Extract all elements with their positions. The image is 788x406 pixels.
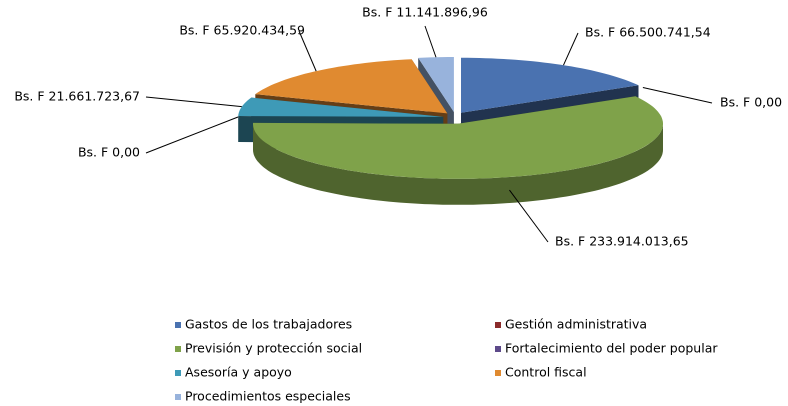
data-label: Bs. F 66.500.741,54 xyxy=(585,25,711,40)
slice xyxy=(461,57,639,113)
leader-line xyxy=(642,86,713,104)
legend-swatch xyxy=(495,346,501,352)
legend-swatch xyxy=(175,394,181,400)
data-label: Bs. F 0,00 xyxy=(720,95,782,110)
data-label: Bs. F 233.914.013,65 xyxy=(555,234,689,249)
legend-label: Fortalecimiento del poder popular xyxy=(505,341,718,356)
slice-wall xyxy=(253,123,663,205)
leader-line xyxy=(145,116,239,154)
data-label: Bs. F 21.661.723,67 xyxy=(14,89,140,104)
data-label: Bs. F 11.141.896,96 xyxy=(362,5,488,20)
slice xyxy=(255,59,448,114)
legend-swatch xyxy=(495,370,501,376)
data-label: Bs. F 65.920.434,59 xyxy=(179,23,305,38)
legend-label: Procedimientos especiales xyxy=(185,389,351,404)
leader-line xyxy=(424,25,437,58)
leader-line xyxy=(563,32,579,66)
slice xyxy=(418,57,454,112)
slice xyxy=(238,97,444,117)
legend-label: Previsión y protección social xyxy=(185,341,362,356)
legend-swatch xyxy=(175,346,181,352)
legend-label: Gestión administrativa xyxy=(505,317,647,332)
legend-swatch xyxy=(175,370,181,376)
legend-swatch xyxy=(495,322,501,328)
leader-line xyxy=(145,96,242,108)
legend-label: Asesoría y apoyo xyxy=(185,365,292,380)
leader-line xyxy=(298,30,317,72)
legend-label: Control fiscal xyxy=(505,365,587,380)
slice xyxy=(253,96,663,179)
data-label: Bs. F 0,00 xyxy=(78,145,140,160)
leader-line xyxy=(509,189,549,243)
legend-swatch xyxy=(175,322,181,328)
legend-label: Gastos de los trabajadores xyxy=(185,317,352,332)
